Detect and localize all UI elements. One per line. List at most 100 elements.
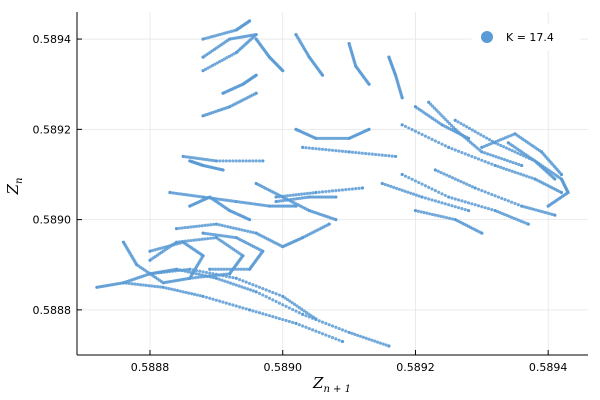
data-point xyxy=(517,162,521,167)
data-point xyxy=(486,161,491,165)
data-point xyxy=(516,151,520,155)
data-point xyxy=(450,204,454,208)
data-point xyxy=(440,192,444,196)
data-point xyxy=(229,53,234,57)
data-point xyxy=(460,207,464,211)
data-point xyxy=(292,302,297,306)
data-point xyxy=(222,267,226,271)
data-point xyxy=(263,203,267,208)
data-point xyxy=(335,136,339,140)
data-point xyxy=(254,284,258,288)
data-point xyxy=(476,204,481,208)
x-tick-label: 0.5892 xyxy=(396,361,435,374)
data-point xyxy=(170,191,174,195)
data-point xyxy=(334,325,338,329)
data-point xyxy=(301,324,305,328)
data-point xyxy=(201,195,205,199)
data-point xyxy=(423,184,428,188)
data-point xyxy=(340,328,345,332)
data-point xyxy=(198,269,202,273)
data-point xyxy=(228,275,232,279)
data-point xyxy=(274,316,278,320)
data-point xyxy=(480,158,484,162)
data-point xyxy=(314,147,318,151)
data-point xyxy=(330,189,335,193)
data-point xyxy=(453,197,457,201)
data-point xyxy=(298,196,302,200)
data-point xyxy=(184,290,188,295)
data-point xyxy=(310,146,315,150)
data-point xyxy=(241,159,245,163)
data-point xyxy=(231,226,236,230)
data-point xyxy=(506,199,510,203)
data-point xyxy=(302,309,306,313)
data-point xyxy=(483,206,487,210)
data-point xyxy=(284,318,288,323)
data-point xyxy=(462,123,466,127)
data-point xyxy=(297,323,301,327)
data-point xyxy=(304,146,308,150)
data-point xyxy=(403,124,408,129)
data-point xyxy=(264,288,268,292)
data-point xyxy=(417,194,421,198)
data-point xyxy=(510,169,514,173)
data-point xyxy=(327,334,331,338)
data-point xyxy=(221,300,225,304)
data-point xyxy=(513,170,517,174)
data-point xyxy=(178,289,182,293)
data-point xyxy=(208,267,212,271)
data-point xyxy=(354,150,358,155)
data-point xyxy=(459,179,463,184)
data-point xyxy=(276,199,281,203)
data-point xyxy=(436,169,440,173)
data-point xyxy=(183,239,187,243)
data-point xyxy=(188,155,192,159)
data-point xyxy=(479,133,483,137)
data-point xyxy=(301,145,305,149)
data-point xyxy=(258,203,262,207)
data-point xyxy=(231,159,235,163)
data-point xyxy=(170,287,174,291)
data-point xyxy=(244,280,248,284)
data-point xyxy=(214,222,218,226)
data-point xyxy=(559,190,564,195)
data-point xyxy=(327,323,331,327)
data-point xyxy=(254,91,258,95)
data-point xyxy=(236,267,240,271)
y-tick-label: 0.5894 xyxy=(33,33,72,46)
data-point xyxy=(427,185,431,189)
data-point xyxy=(502,166,506,170)
data-point xyxy=(393,154,398,159)
data-point xyxy=(121,281,126,285)
data-point xyxy=(311,315,316,319)
x-ticks: 0.5888 0.5890 0.5892 0.5894 xyxy=(131,350,567,374)
data-point xyxy=(433,213,437,217)
data-point xyxy=(242,267,246,271)
data-point xyxy=(370,152,374,156)
data-point xyxy=(210,267,215,271)
data-point xyxy=(208,271,212,275)
data-point xyxy=(162,270,166,274)
data-point xyxy=(177,240,181,244)
data-point xyxy=(465,125,469,129)
data-point xyxy=(192,292,197,296)
y-ticks: 0.5888 0.5890 0.5892 0.5894 xyxy=(33,33,82,317)
data-point xyxy=(460,199,464,203)
data-point xyxy=(247,267,252,271)
data-point xyxy=(222,234,227,238)
data-point xyxy=(218,299,222,303)
data-point xyxy=(344,149,348,154)
data-point xyxy=(460,150,464,155)
data-point xyxy=(500,196,504,200)
data-point xyxy=(234,276,238,280)
data-point xyxy=(234,199,238,204)
data-point xyxy=(342,136,346,140)
data-point xyxy=(188,267,192,271)
data-point xyxy=(244,307,248,311)
data-point xyxy=(374,152,378,157)
data-point xyxy=(277,293,282,297)
data-point xyxy=(226,225,230,229)
data-point xyxy=(159,270,163,275)
data-point xyxy=(450,196,454,200)
data-point xyxy=(287,306,291,310)
